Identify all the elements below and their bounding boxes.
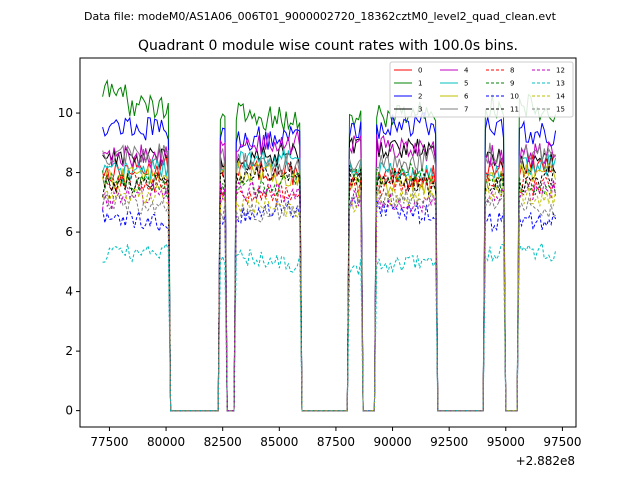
series-line-15 — [102, 186, 556, 412]
axes-frame — [79, 57, 577, 428]
x-tick-label: 95000 — [487, 435, 525, 449]
y-tick-label: 0 — [65, 404, 73, 418]
chart-title: Quadrant 0 module wise count rates with … — [138, 38, 518, 54]
x-tick-label: 80000 — [147, 435, 185, 449]
legend-label-2: 2 — [418, 93, 422, 101]
legend-label-4: 4 — [464, 67, 469, 75]
x-tick-label: 85000 — [260, 435, 298, 449]
legend-box — [389, 61, 574, 118]
x-tick-label: 82500 — [204, 435, 242, 449]
x-tick-label: 77500 — [90, 435, 128, 449]
y-tick-label: 4 — [65, 285, 73, 299]
legend-label-13: 13 — [556, 80, 565, 88]
legend-label-5: 5 — [464, 80, 468, 88]
legend-label-9: 9 — [510, 80, 514, 88]
legend-label-1: 1 — [418, 80, 422, 88]
x-axis: 77500 80000 82500 85000 87500 90000 92500 95000… — [90, 427, 582, 449]
legend-label-0: 0 — [418, 67, 422, 75]
x-offset-label: +2.882e8 — [516, 454, 575, 468]
y-axis: 0 2 4 6 8 10 — [58, 106, 80, 418]
legend-label-6: 6 — [464, 93, 469, 101]
y-tick-label: 6 — [65, 225, 73, 239]
y-tick-label: 10 — [58, 106, 73, 120]
legend-label-11: 11 — [510, 106, 519, 114]
y-tick-label: 2 — [65, 344, 73, 358]
plot-lines — [102, 79, 557, 412]
x-tick-label: 90000 — [373, 435, 411, 449]
legend-label-8: 8 — [510, 67, 514, 75]
legend-label-12: 12 — [556, 67, 565, 75]
x-tick-label: 97500 — [543, 435, 581, 449]
legend-label-10: 10 — [510, 93, 519, 101]
legend-label-14: 14 — [556, 93, 565, 101]
y-tick-label: 8 — [65, 166, 73, 180]
x-tick-label: 87500 — [317, 435, 355, 449]
legend-label-7: 7 — [464, 106, 468, 114]
legend-label-3: 3 — [418, 106, 422, 114]
legend-label-15: 15 — [556, 106, 565, 114]
suptitle: Data file: modeM0/AS1A06_006T01_90000027… — [84, 10, 557, 23]
x-tick-label: 92500 — [430, 435, 468, 449]
